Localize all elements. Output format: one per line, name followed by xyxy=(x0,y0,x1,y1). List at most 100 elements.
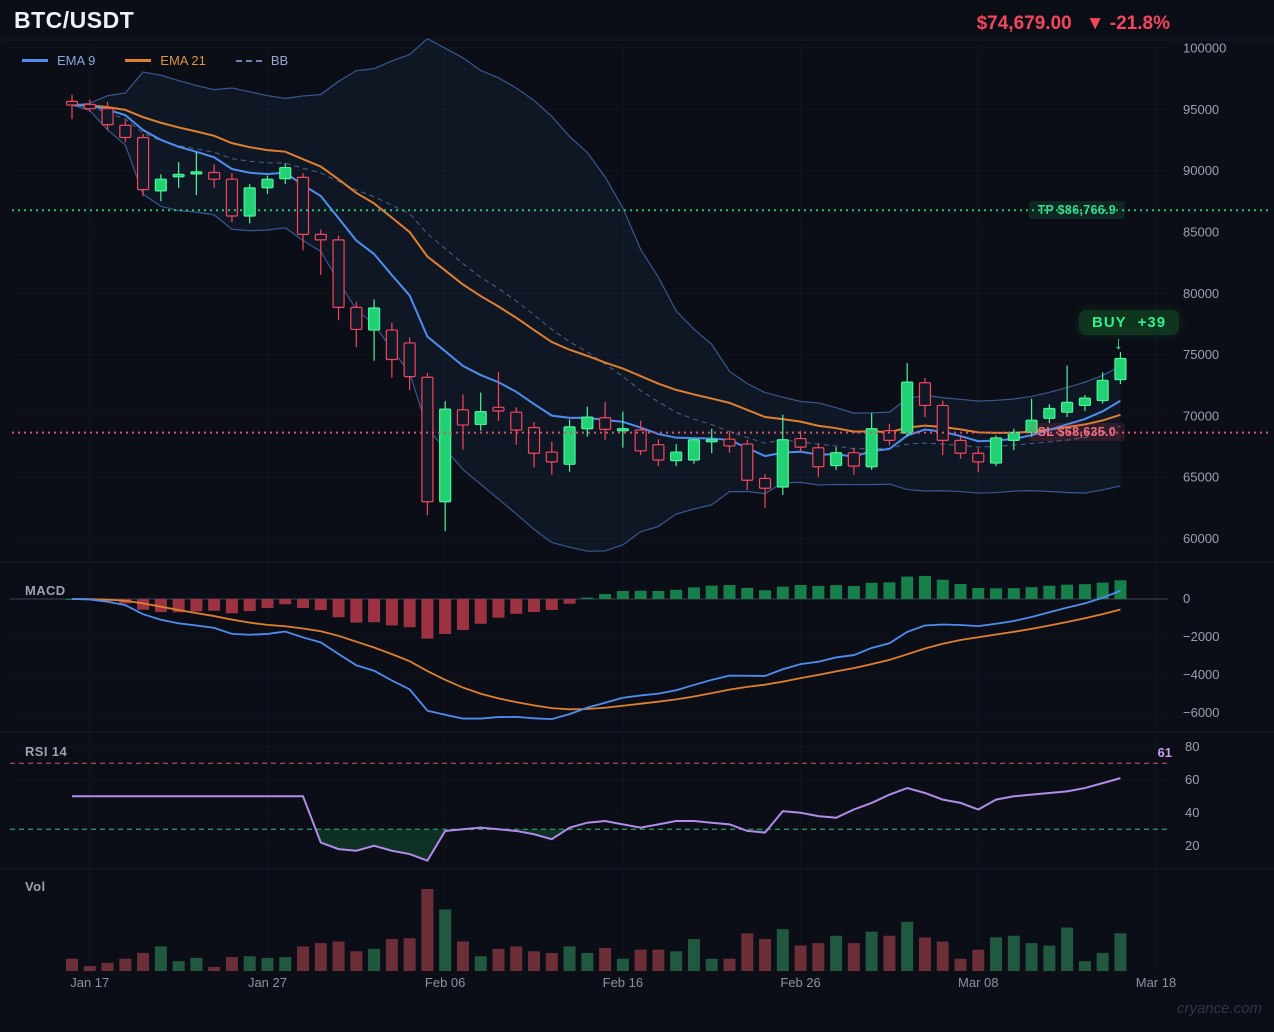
candle-body xyxy=(243,187,256,217)
macd-histogram-bar xyxy=(137,599,150,610)
candle-body xyxy=(154,178,167,192)
volume-bar xyxy=(350,951,363,971)
rsi-panel-label: RSI 14 xyxy=(25,744,68,759)
candle-body xyxy=(279,166,292,180)
bb-dashed-line-icon xyxy=(235,59,262,62)
volume-bar xyxy=(1043,945,1056,971)
macd-histogram-bar xyxy=(705,585,718,599)
candle-body xyxy=(83,103,96,110)
volume-bar xyxy=(759,939,772,971)
volume-bar xyxy=(705,958,718,971)
macd-histogram-bar xyxy=(936,579,949,599)
candle-body xyxy=(510,411,523,431)
macd-histogram-bar xyxy=(190,599,203,612)
macd-histogram-bar xyxy=(1114,580,1127,599)
candle-body xyxy=(634,429,647,452)
macd-histogram-bar xyxy=(1078,584,1091,599)
vertical-gridlines xyxy=(89,44,1157,971)
volume-bar xyxy=(1078,961,1091,971)
candle-body xyxy=(225,178,239,217)
rsi-line xyxy=(72,777,1121,862)
candle-body xyxy=(385,329,398,361)
candle-body xyxy=(314,233,327,241)
macd-tick-label: −6000 xyxy=(1183,705,1220,720)
legend: EMA 9 EMA 21 BB xyxy=(22,53,288,68)
macd-histogram-bar xyxy=(1025,587,1038,599)
macd-tick-label: −4000 xyxy=(1183,667,1220,682)
macd-histogram-bar xyxy=(687,587,700,599)
candle-body xyxy=(439,408,452,503)
volume-bar xyxy=(687,939,700,971)
candle-body xyxy=(332,239,345,308)
candle-body xyxy=(972,452,985,463)
candle-body xyxy=(136,136,150,191)
macd-histogram-bar xyxy=(741,587,754,599)
rsi-tick-label: 20 xyxy=(1185,838,1199,853)
candle-body xyxy=(616,428,629,432)
buy-signal-score: +39 xyxy=(1137,314,1167,331)
price-tick-label: 90000 xyxy=(1183,163,1219,178)
x-axis-label: Mar 18 xyxy=(1136,975,1176,990)
macd-histogram-bar xyxy=(403,599,416,628)
macd-histogram-bar xyxy=(421,599,434,639)
watermark: cryance.com xyxy=(1176,1000,1262,1017)
volume-bar xyxy=(563,946,576,971)
volume-bar xyxy=(456,941,469,971)
price-tick-label: 80000 xyxy=(1183,286,1219,301)
macd-histogram-bar xyxy=(332,599,345,618)
symbol-title: BTC/USDT xyxy=(14,7,135,33)
volume-bar xyxy=(1061,927,1074,971)
macd-histogram-bar xyxy=(261,599,274,609)
volume-panel-label: Vol xyxy=(25,879,46,894)
price-tick-label: 70000 xyxy=(1183,408,1219,423)
price-tick-label: 65000 xyxy=(1183,470,1219,485)
macd-histogram-bar xyxy=(528,599,541,612)
volume-bar xyxy=(172,961,185,971)
macd-histogram-bar xyxy=(368,599,381,623)
macd-histogram-bar xyxy=(865,582,878,599)
buy-signal-text: BUY xyxy=(1092,314,1127,331)
candle-body xyxy=(261,178,274,189)
legend-item-bb[interactable]: BB xyxy=(235,53,289,68)
legend-item-ema9[interactable]: EMA 9 xyxy=(22,53,95,68)
candle-body xyxy=(190,171,203,175)
candle-body xyxy=(1114,357,1127,381)
macd-histogram-bar xyxy=(652,590,665,599)
volume-bar xyxy=(634,949,647,971)
legend-label: BB xyxy=(270,53,289,68)
price-tick-label: 100000 xyxy=(1183,41,1226,56)
macd-histogram-bar xyxy=(350,599,363,623)
legend-label: EMA 21 xyxy=(160,53,206,68)
macd-histogram-bar xyxy=(1061,584,1074,599)
candle-body xyxy=(936,404,949,441)
price-tick-label: 95000 xyxy=(1183,102,1219,117)
candle-body xyxy=(883,429,896,441)
candle-body xyxy=(563,426,576,465)
macd-histogram-bar xyxy=(456,599,469,631)
macd-histogram-bar xyxy=(954,584,967,599)
candle-body xyxy=(172,173,185,178)
legend-item-ema21[interactable]: EMA 21 xyxy=(125,53,206,68)
macd-histogram-bar xyxy=(154,599,167,613)
macd-histogram-bar xyxy=(1096,582,1109,599)
x-axis-label: Jan 27 xyxy=(248,975,287,990)
volume-bar xyxy=(1025,943,1038,971)
macd-histogram-bar xyxy=(243,599,256,612)
macd-histogram-bar xyxy=(225,599,238,614)
volume-bar xyxy=(83,966,96,971)
macd-histogram-bar xyxy=(439,599,452,634)
macd-histogram-bar xyxy=(599,594,612,599)
volume-bar xyxy=(812,943,825,971)
candle-body xyxy=(723,438,736,447)
volume-bar xyxy=(794,945,807,971)
macd-tick-label: −2000 xyxy=(1183,629,1220,644)
volume-bar xyxy=(652,949,665,971)
macd-histogram-bar xyxy=(901,576,914,599)
volume-bar xyxy=(723,958,736,971)
volume-bar xyxy=(314,943,327,971)
volume-bar xyxy=(510,946,523,971)
macd-histogram-bar xyxy=(723,584,736,599)
volume-bar xyxy=(616,958,629,971)
x-axis-label: Mar 08 xyxy=(958,975,998,990)
